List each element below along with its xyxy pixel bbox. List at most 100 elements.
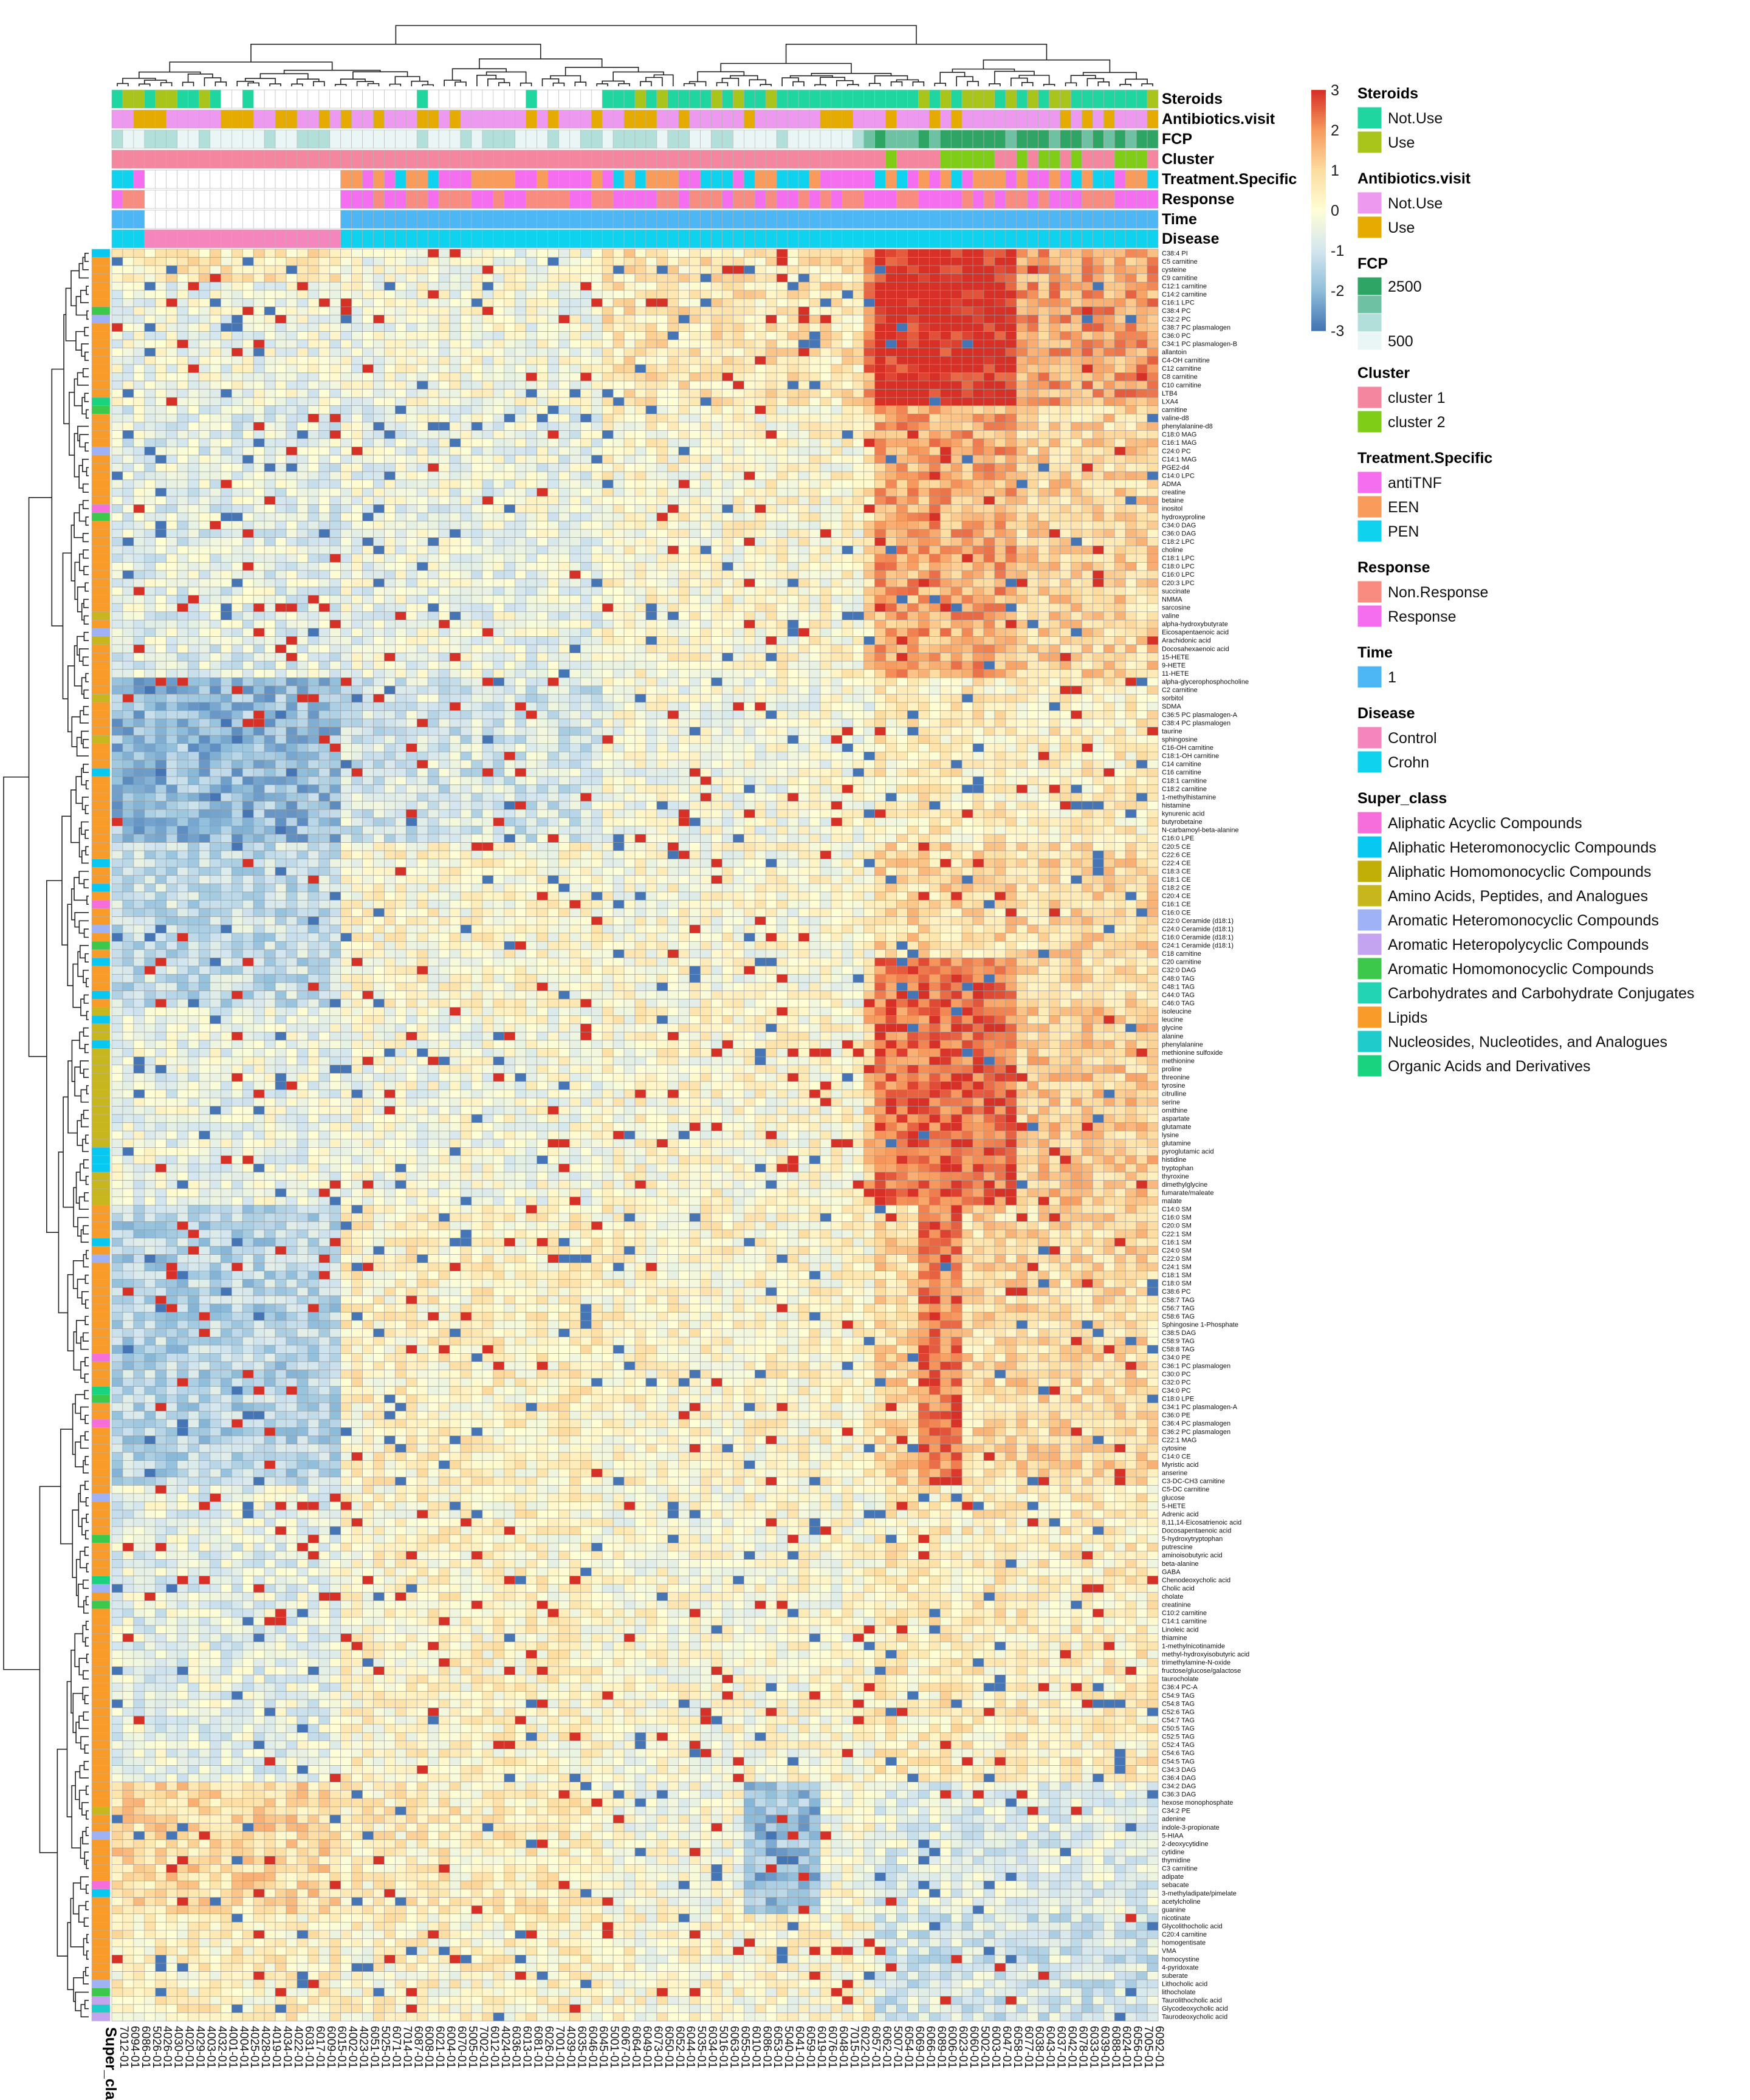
annotation-cell xyxy=(504,190,515,208)
heatmap-cell xyxy=(1071,414,1082,422)
heatmap-cell xyxy=(1017,488,1028,496)
heatmap-cell xyxy=(232,389,242,398)
heatmap-cell xyxy=(275,488,286,496)
heatmap-cell xyxy=(973,282,984,290)
heatmap-cell xyxy=(145,266,156,274)
heatmap-cell xyxy=(482,266,493,274)
heatmap-cell xyxy=(286,290,297,299)
heatmap-cell xyxy=(330,332,341,340)
annotation-cell xyxy=(1017,210,1028,228)
heatmap-cell xyxy=(679,258,690,266)
annotation-cell xyxy=(112,90,123,108)
annotation-cell xyxy=(690,170,701,188)
heatmap-cell xyxy=(755,274,766,283)
heatmap-cell xyxy=(569,348,580,357)
heatmap-cell xyxy=(591,472,602,480)
heatmap-cell xyxy=(112,464,123,472)
heatmap-cell xyxy=(755,397,766,406)
heatmap-cell xyxy=(482,480,493,489)
heatmap-cell xyxy=(569,389,580,398)
heatmap-cell xyxy=(145,323,156,332)
annotation-cell xyxy=(973,110,984,128)
heatmap-cell xyxy=(820,365,831,373)
heatmap-cell xyxy=(831,298,842,307)
heatmap-cell xyxy=(319,298,330,307)
heatmap-cell xyxy=(744,332,755,340)
annotation-cell xyxy=(907,170,918,188)
heatmap-cell xyxy=(308,447,319,456)
heatmap-cell xyxy=(624,356,635,365)
annotation-cell xyxy=(526,210,537,228)
heatmap-cell xyxy=(319,389,330,398)
super-class-cell xyxy=(92,1634,110,1642)
annotation-cell xyxy=(766,170,777,188)
heatmap-cell xyxy=(1028,538,1038,546)
heatmap-cell xyxy=(1114,513,1125,521)
heatmap-cell xyxy=(493,298,504,307)
heatmap-cell xyxy=(384,340,395,348)
heatmap-cell xyxy=(580,389,591,398)
annotation-cell xyxy=(439,210,450,228)
heatmap-cell xyxy=(668,323,679,332)
heatmap-cell xyxy=(253,348,264,357)
heatmap-cell xyxy=(319,307,330,315)
heatmap-cell xyxy=(907,315,918,324)
heatmap-cell xyxy=(787,546,798,554)
heatmap-cell xyxy=(842,464,853,472)
heatmap-cell xyxy=(777,488,787,496)
heatmap-cell xyxy=(384,290,395,299)
annotation-cell xyxy=(744,230,755,248)
heatmap-cell xyxy=(145,274,156,283)
annotation-cell xyxy=(526,150,537,168)
heatmap-cell xyxy=(798,389,809,398)
heatmap-cell xyxy=(221,340,232,348)
heatmap-cell xyxy=(232,365,242,373)
heatmap-cell xyxy=(897,538,908,546)
heatmap-cell xyxy=(1049,274,1060,283)
annotation-cell xyxy=(319,210,330,228)
heatmap-cell xyxy=(166,480,177,489)
heatmap-cell xyxy=(210,496,221,505)
heatmap-cell xyxy=(286,274,297,283)
heatmap-cell xyxy=(1028,504,1038,513)
annotation-cell xyxy=(951,110,962,128)
annotation-cell xyxy=(112,150,123,168)
annotation-cell xyxy=(1103,190,1114,208)
heatmap-cell xyxy=(504,488,515,496)
heatmap-cell xyxy=(1060,430,1071,439)
heatmap-cell xyxy=(156,447,166,456)
annotation-cell xyxy=(123,190,134,208)
heatmap-cell xyxy=(907,430,918,439)
heatmap-cell xyxy=(134,332,145,340)
heatmap-cell xyxy=(1114,464,1125,472)
heatmap-cell xyxy=(450,529,461,538)
heatmap-cell xyxy=(504,397,515,406)
heatmap-cell xyxy=(744,315,755,324)
annotation-cell xyxy=(1093,230,1103,248)
annotation-cell xyxy=(777,150,787,168)
super-class-cell xyxy=(92,603,110,612)
heatmap-cell xyxy=(1147,381,1158,389)
heatmap-cell xyxy=(907,422,918,431)
heatmap-cell xyxy=(112,249,123,258)
heatmap-cell xyxy=(537,504,548,513)
heatmap-cell xyxy=(1060,258,1071,266)
heatmap-cell xyxy=(886,381,897,389)
heatmap-cell xyxy=(995,365,1006,373)
super-class-cell xyxy=(92,834,110,843)
heatmap-cell xyxy=(548,455,559,464)
heatmap-cell xyxy=(897,356,908,365)
annotation-cell xyxy=(558,130,569,148)
super-class-cell xyxy=(92,645,110,653)
super-class-cell xyxy=(92,661,110,670)
heatmap-cell xyxy=(428,282,439,290)
annotation-cell xyxy=(580,210,591,228)
heatmap-cell xyxy=(156,356,166,365)
heatmap-cell xyxy=(886,298,897,307)
annotation-cell xyxy=(820,170,831,188)
heatmap-cell xyxy=(363,521,374,530)
super-class-cell xyxy=(92,1576,110,1585)
heatmap-cell xyxy=(188,356,199,365)
heatmap-cell xyxy=(809,414,820,422)
heatmap-cell xyxy=(275,480,286,489)
